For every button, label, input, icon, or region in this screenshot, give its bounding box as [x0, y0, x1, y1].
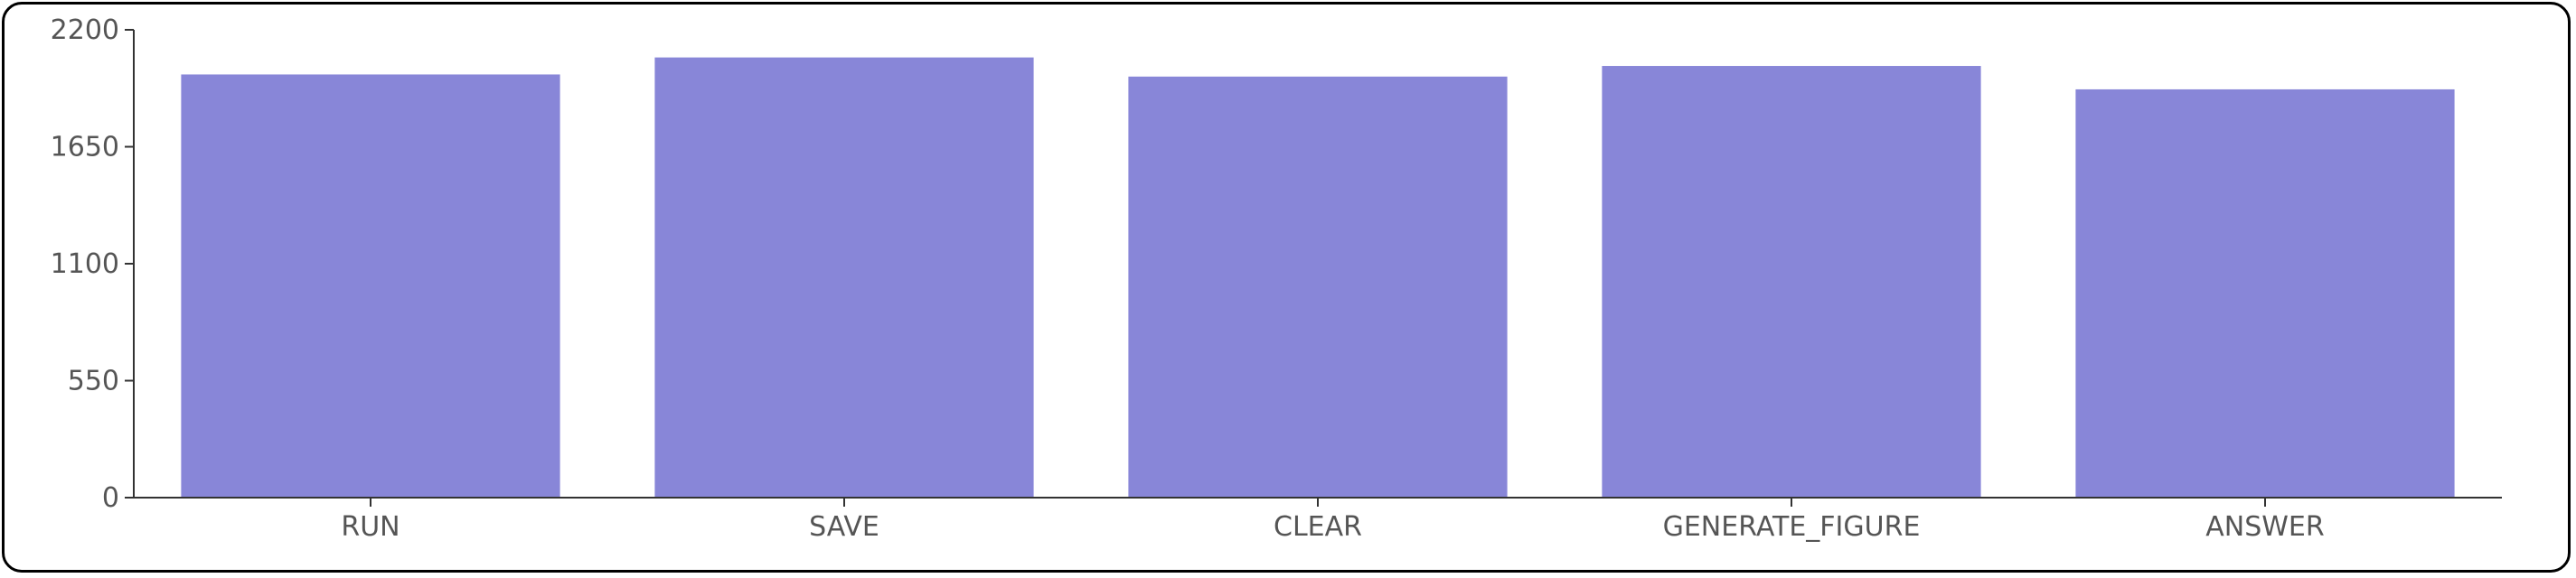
x-tick-label: ANSWER [2205, 511, 2324, 543]
bar-answer [2075, 89, 2455, 498]
bar-save [654, 57, 1034, 498]
labels-layer: RUN SAVE CLEAR GENERATE_FIGURE ANSWER 0 550 110… [51, 14, 2325, 543]
bars-layer [181, 57, 2455, 499]
y-tick-label: 1100 [51, 248, 119, 280]
y-tick-label: 2200 [51, 14, 119, 46]
y-tick-label: 0 [102, 482, 119, 514]
x-tick-label: RUN [341, 511, 400, 543]
bar-generate-figure [1602, 66, 1981, 498]
x-tick-label: CLEAR [1274, 511, 1362, 543]
y-tick-label: 1650 [51, 132, 119, 163]
bar-clear [1128, 76, 1508, 499]
y-tick-label: 550 [68, 366, 119, 397]
axes-layer [125, 29, 2502, 507]
x-tick-label: SAVE [809, 511, 879, 543]
x-tick-label: GENERATE_FIGURE [1663, 511, 1921, 543]
bar-run [181, 74, 560, 498]
